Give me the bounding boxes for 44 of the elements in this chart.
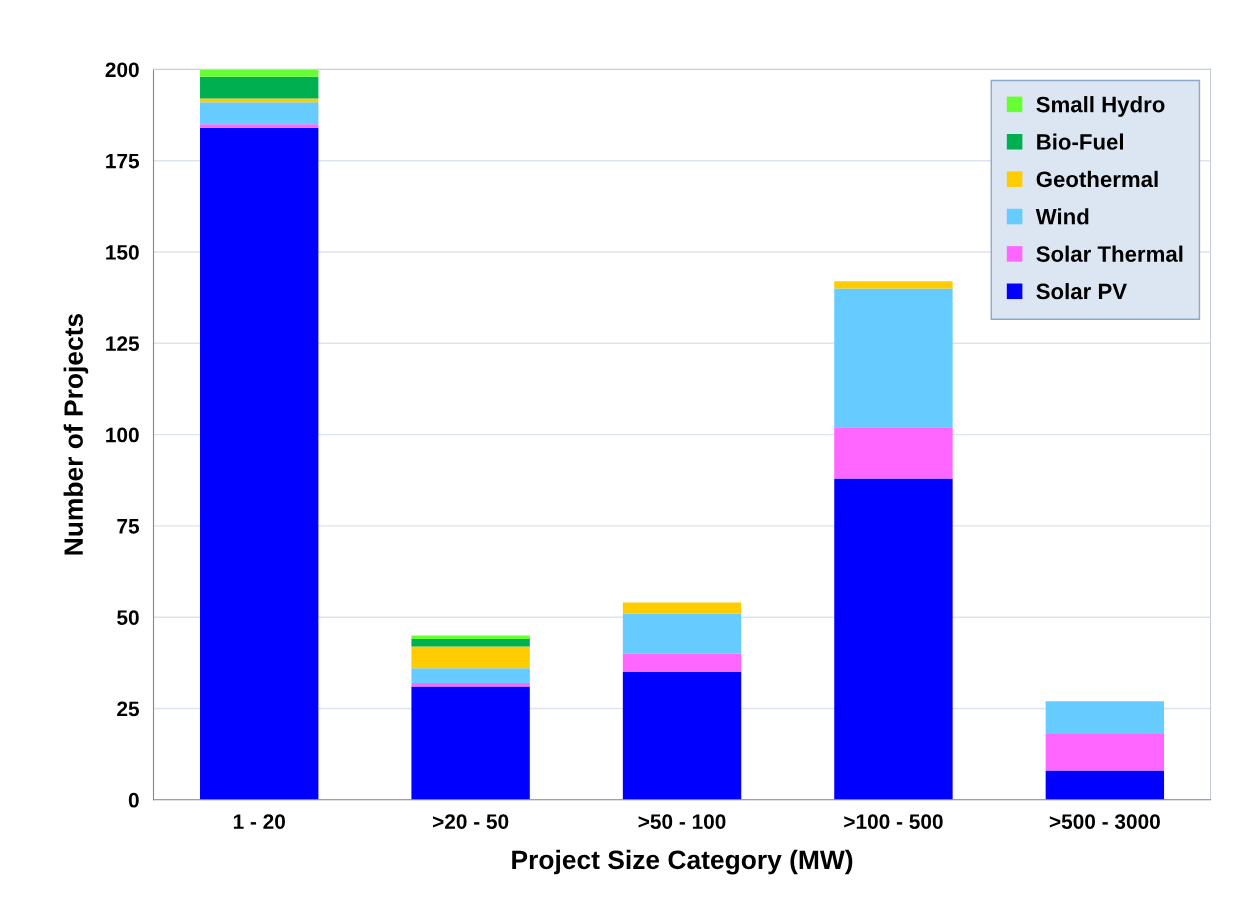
y-tick-label: 25 <box>117 701 140 717</box>
bar <box>411 686 530 800</box>
bar <box>834 427 953 479</box>
bar <box>622 613 742 654</box>
legend-label: Small Hydro <box>1036 96 1165 117</box>
legend-label: Wind <box>1035 208 1089 225</box>
bar <box>200 124 319 128</box>
y-tick-label: 150 <box>106 244 139 260</box>
bar <box>622 671 742 800</box>
bar <box>411 668 530 683</box>
y-tick-label: 125 <box>106 336 140 352</box>
bar <box>834 478 953 800</box>
y-tick-label: 175 <box>106 153 140 169</box>
bar <box>200 76 319 99</box>
x-tick-label: >20 - 50 <box>432 814 509 829</box>
y-axis-title: Number of Projects <box>63 313 89 555</box>
bar <box>1045 734 1165 771</box>
legend-label: Geothermal <box>1036 170 1158 188</box>
bar <box>622 602 742 614</box>
legend-label: Solar PV <box>1036 282 1127 300</box>
y-tick-label: 75 <box>117 519 140 534</box>
x-tick-label: >100 - 500 <box>844 814 943 829</box>
y-tick-label: 0 <box>128 792 139 808</box>
y-tick-label: 100 <box>106 427 139 443</box>
legend-label: Bio-Fuel <box>1037 133 1123 150</box>
y-tick-label: 50 <box>117 610 139 625</box>
bar <box>411 646 530 669</box>
bar <box>411 639 530 647</box>
bar <box>1045 701 1165 735</box>
bar <box>1045 770 1165 800</box>
bar <box>411 635 530 640</box>
bar <box>834 288 953 428</box>
bar <box>200 102 319 125</box>
bar <box>834 281 953 289</box>
bar <box>200 69 319 77</box>
x-tick-label: >500 - 3000 <box>1049 814 1160 830</box>
x-axis-title: Project Size Category (MW) <box>512 849 853 875</box>
bar <box>200 127 319 800</box>
y-tick-label: 200 <box>105 62 139 78</box>
x-tick-label: >50 - 100 <box>638 814 726 829</box>
bar <box>622 653 742 672</box>
x-tick-label: 1 - 20 <box>233 814 285 829</box>
bar <box>411 682 530 687</box>
legend-label: Solar Thermal <box>1036 245 1183 262</box>
